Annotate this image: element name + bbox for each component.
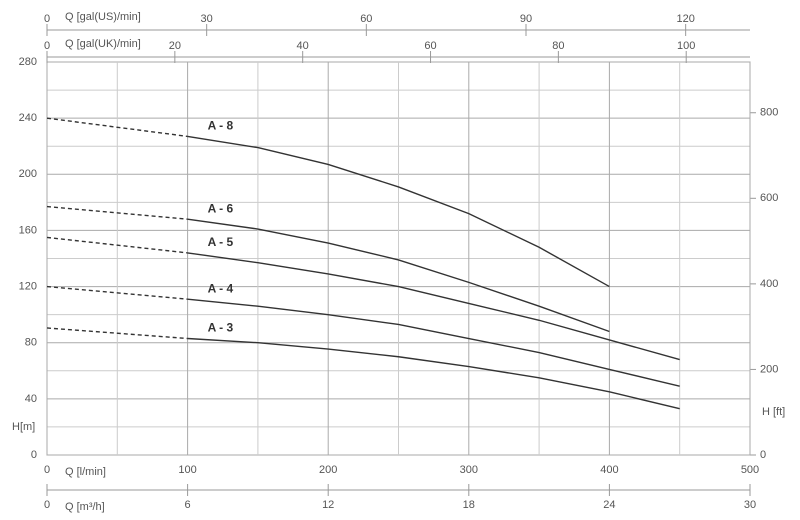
- curve: [187, 298, 680, 387]
- axis-tick-label: 60: [424, 40, 436, 52]
- y-tick-label: 0: [31, 449, 37, 461]
- y2-tick-label: 0: [760, 449, 766, 461]
- x-tick-label: 100: [178, 464, 196, 476]
- curve-label: A - 5: [208, 235, 234, 249]
- y2-tick-label: 400: [760, 278, 778, 290]
- y2-tick-label: 200: [760, 363, 778, 375]
- y-tick-label: 120: [19, 280, 37, 292]
- axis-tick-label: 18: [463, 499, 475, 511]
- y2-tick-label: 800: [760, 107, 778, 119]
- axis-tick-label: 120: [676, 13, 694, 25]
- curve-label: A - 6: [208, 201, 234, 215]
- curve: [187, 218, 610, 333]
- y-axis-label: H[m]: [12, 421, 35, 433]
- curve-label: A - 4: [208, 281, 234, 295]
- curve: [187, 135, 610, 288]
- y-tick-label: 200: [19, 168, 37, 180]
- axis-tick-label: 100: [677, 40, 695, 52]
- curve: [187, 337, 680, 410]
- y2-tick-label: 600: [760, 192, 778, 204]
- y-tick-label: 240: [19, 112, 37, 124]
- x-tick-label: 300: [460, 464, 478, 476]
- curve: [46, 285, 188, 300]
- axis-tick-label: 0: [44, 499, 50, 511]
- y-tick-label: 160: [19, 224, 37, 236]
- x-tick-label: 500: [741, 464, 759, 476]
- x-tick-label: 0: [44, 464, 50, 476]
- curve-label: A - 3: [208, 321, 234, 335]
- axis-tick-label: 90: [520, 13, 532, 25]
- axis-tick-label: 60: [360, 13, 372, 25]
- axis-tick-label: 80: [552, 40, 564, 52]
- y2-axis-label: H [ft]: [762, 406, 785, 418]
- axis-tick-label: 30: [201, 13, 213, 25]
- axis-label: Q [m³/h]: [65, 501, 105, 513]
- curve: [46, 236, 188, 254]
- axis-tick-label: 30: [744, 499, 756, 511]
- axis-tick-label: 20: [169, 40, 181, 52]
- curve: [46, 327, 188, 340]
- x-axis-label: Q [l/min]: [65, 466, 106, 478]
- x-tick-label: 400: [600, 464, 618, 476]
- axis-tick-label: 12: [322, 499, 334, 511]
- axis-tick-label: 6: [185, 499, 191, 511]
- curve: [46, 205, 188, 220]
- y-tick-label: 40: [25, 393, 37, 405]
- curve-label: A - 8: [208, 119, 234, 133]
- axis-label: Q [gal(US)/min]: [65, 11, 141, 23]
- x-tick-label: 200: [319, 464, 337, 476]
- curve: [46, 117, 188, 138]
- axis-tick-label: 40: [297, 40, 309, 52]
- axis-tick-label: 24: [603, 499, 615, 511]
- y-tick-label: 280: [19, 56, 37, 68]
- y-tick-label: 80: [25, 337, 37, 349]
- axis-tick-label: 0: [44, 40, 50, 52]
- axis-label: Q [gal(UK)/min]: [65, 38, 141, 50]
- axis-tick-label: 0: [44, 13, 50, 25]
- curve: [187, 252, 680, 361]
